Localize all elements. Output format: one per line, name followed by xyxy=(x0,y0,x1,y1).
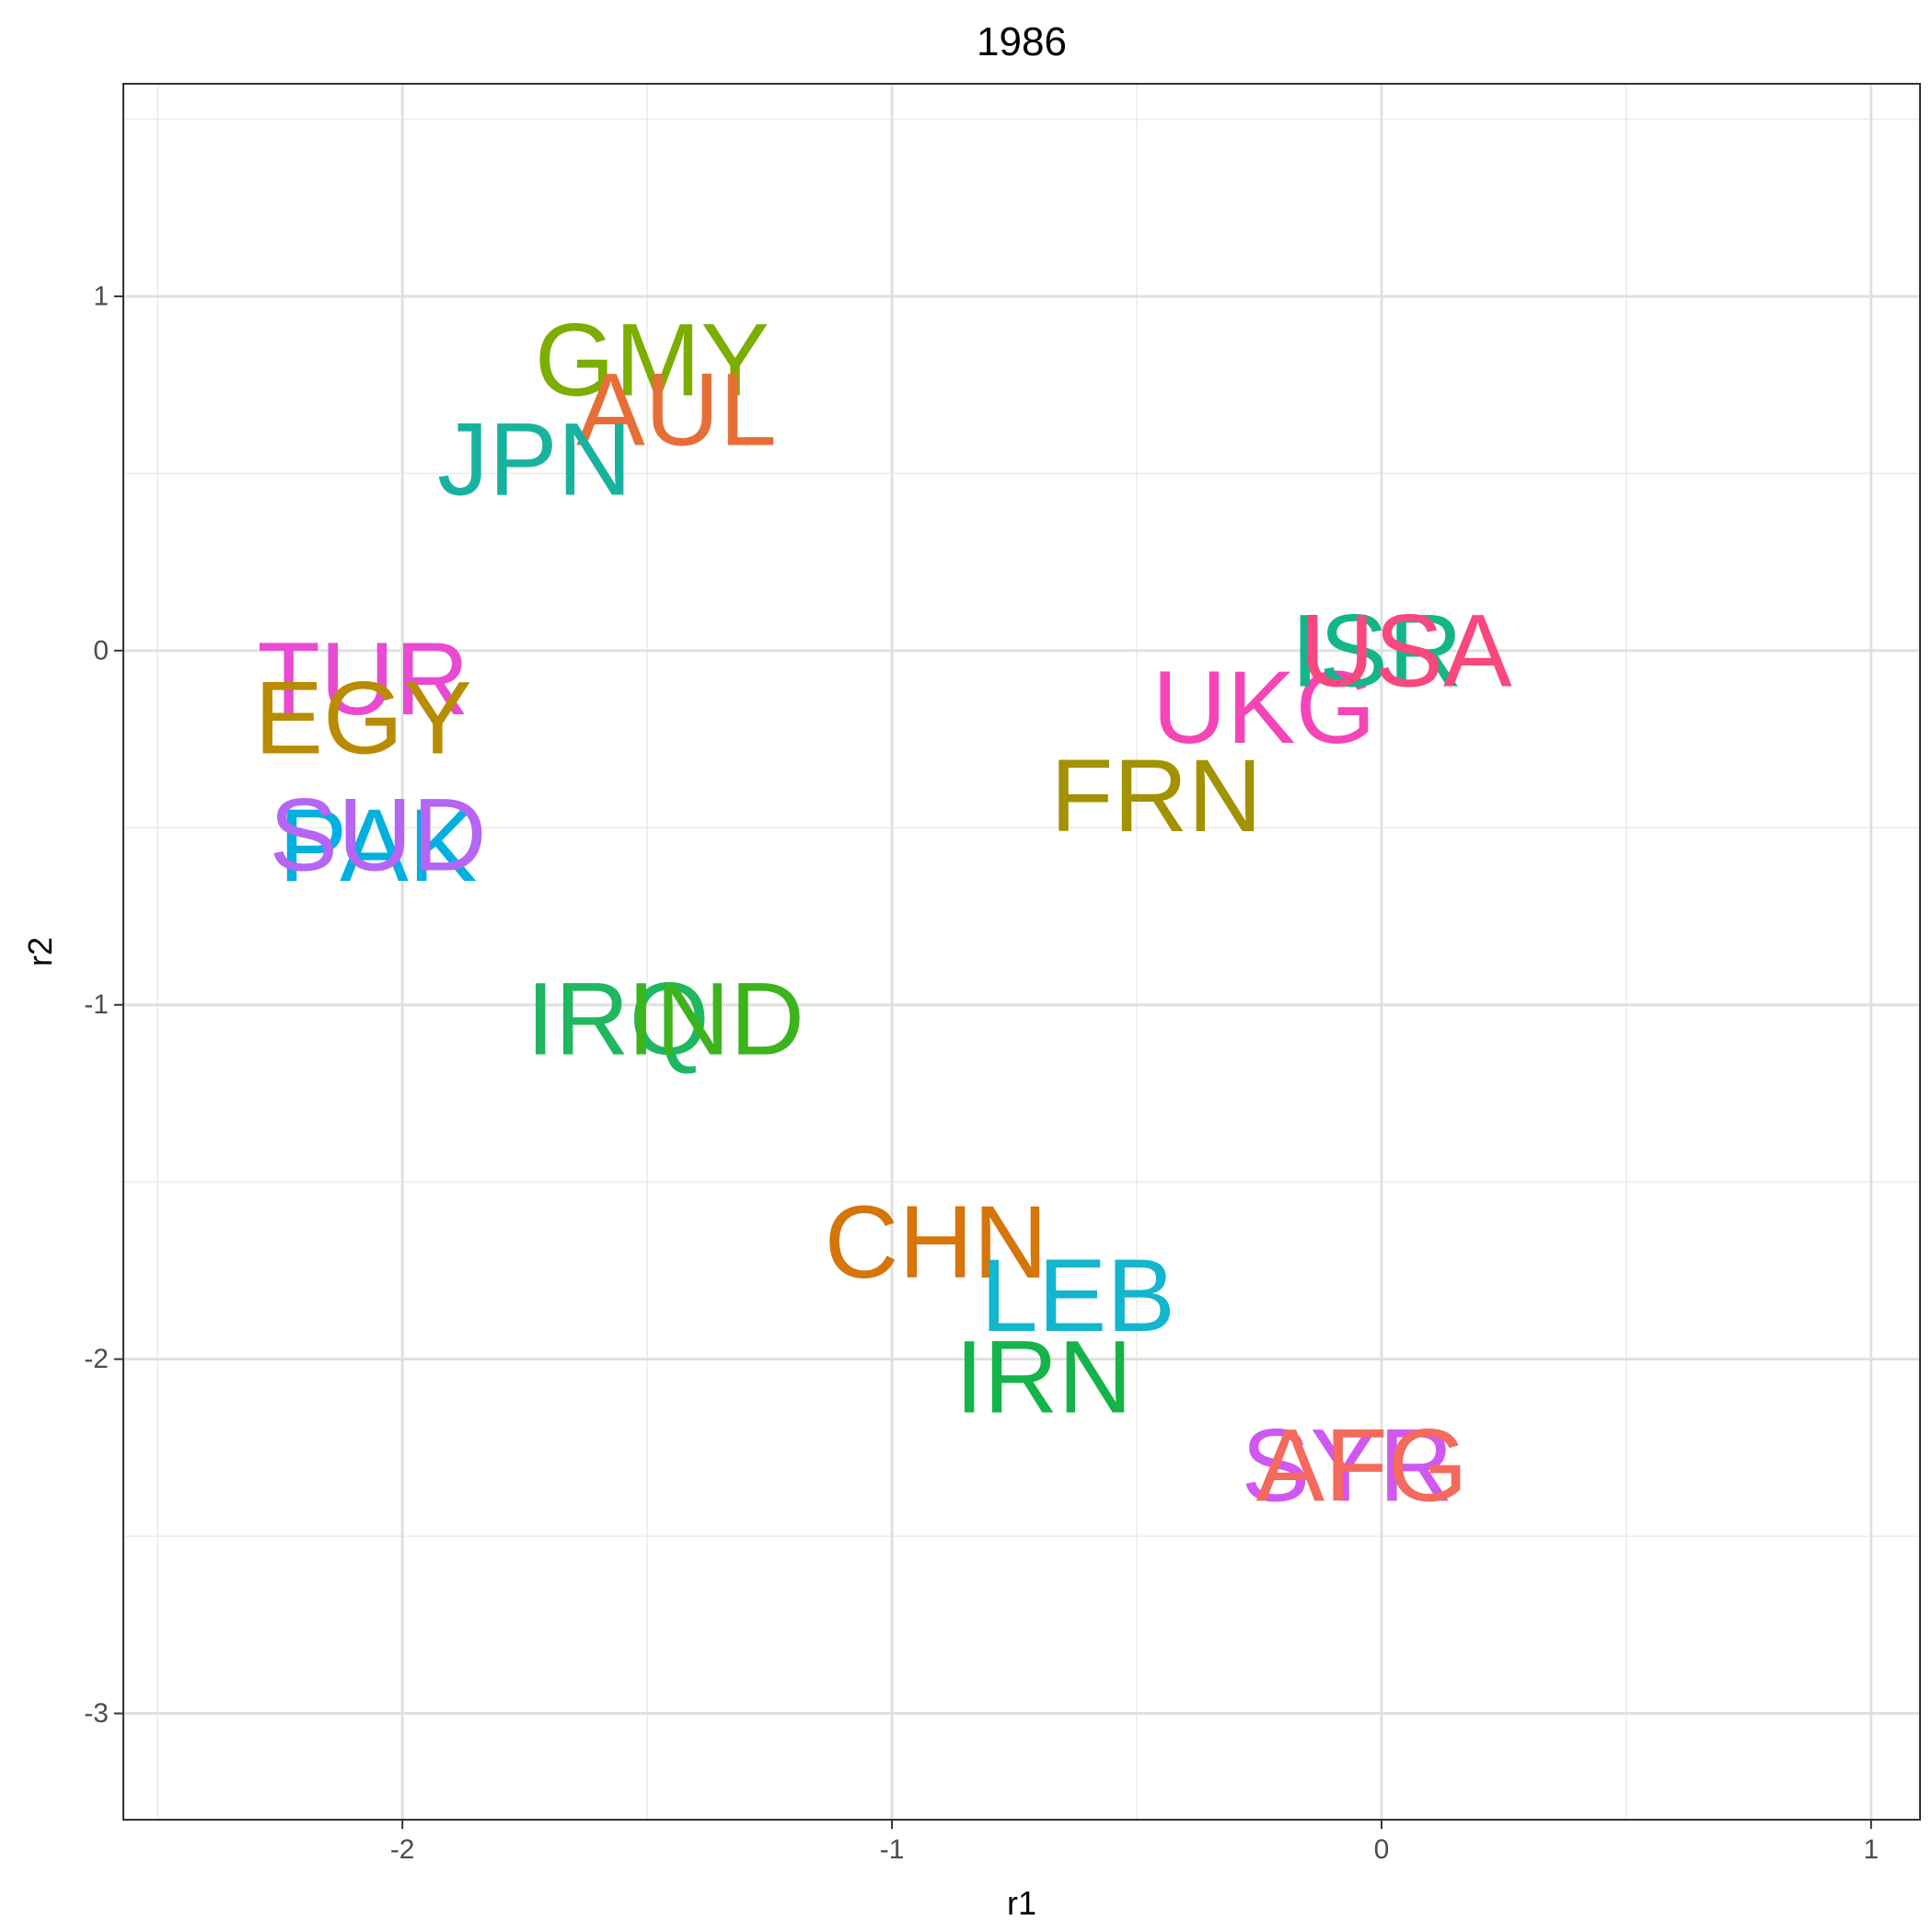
plot-border xyxy=(122,83,1921,1821)
x-axis-ticks: -2 -1 0 1 xyxy=(390,1820,1879,1865)
y-tick-label: -2 xyxy=(84,1344,109,1374)
point-label-sud: SUD xyxy=(269,777,486,892)
x-axis-title: r1 xyxy=(1007,1884,1036,1922)
x-tick-label: 1 xyxy=(1863,1834,1879,1865)
y-tick-label: -1 xyxy=(84,989,109,1020)
major-gridlines xyxy=(123,84,1920,1820)
plot-panel xyxy=(123,84,1920,1820)
point-label-tur: TUR xyxy=(258,621,469,736)
point-label-jpn: JPN xyxy=(437,401,632,516)
point-label-syr: SYR xyxy=(1242,1408,1453,1523)
point-label-pak: PAK xyxy=(279,788,478,903)
point-label-aul: AUL xyxy=(576,353,777,468)
point-label-usa: USA xyxy=(1300,593,1512,708)
point-label-chn: CHN xyxy=(825,1185,1048,1300)
point-label-leb: LEB xyxy=(980,1238,1175,1353)
point-label-frn: FRN xyxy=(1050,738,1262,853)
x-tick-label: -1 xyxy=(880,1834,905,1865)
x-tick-label: 0 xyxy=(1374,1834,1390,1865)
point-label-irn: IRN xyxy=(954,1319,1132,1434)
y-axis-title: r2 xyxy=(21,937,59,966)
point-label-ukg: UKG xyxy=(1152,650,1376,765)
x-tick-label: -2 xyxy=(390,1834,415,1865)
minor-gridlines xyxy=(123,84,1920,1820)
chart-title: 1986 xyxy=(977,19,1067,64)
point-label-isr: ISR xyxy=(1290,593,1463,708)
y-tick-label: -3 xyxy=(84,1698,109,1729)
point-label-afg: AFG xyxy=(1256,1408,1468,1523)
y-axis-ticks: 1 0 -1 -2 -3 xyxy=(84,281,123,1729)
point-label-egy: EGY xyxy=(254,660,472,775)
point-label-gmy: GMY xyxy=(535,303,769,418)
y-tick-label: 0 xyxy=(93,635,109,665)
point-label-irq: IRQ xyxy=(526,962,710,1077)
y-tick-label: 1 xyxy=(93,281,109,311)
point-label-ind: IND xyxy=(627,962,804,1077)
